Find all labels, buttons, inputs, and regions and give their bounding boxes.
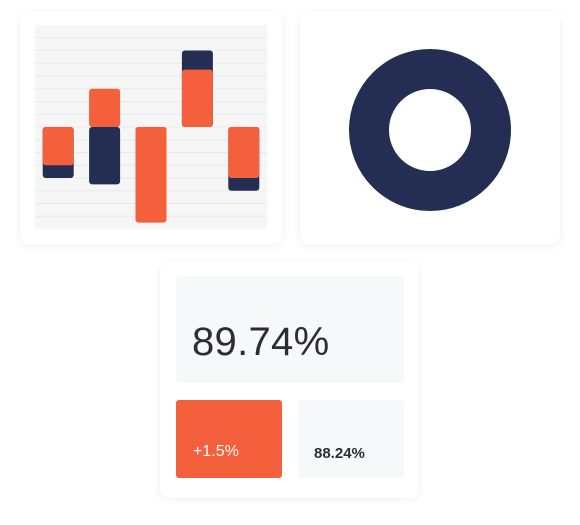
change-metric-tile: +1.5% xyxy=(176,400,282,478)
bar-mark-series-2-1 xyxy=(42,127,74,166)
change-metric-value: +1.5% xyxy=(193,443,239,460)
bar-mark-series-2-5 xyxy=(228,127,260,178)
bar-mark-series-1-2 xyxy=(89,127,121,185)
bar-mark-series-2-3 xyxy=(135,127,167,223)
bar-chart xyxy=(35,25,267,229)
donut-chart xyxy=(349,49,511,211)
bar-mark-series-2-4 xyxy=(181,69,213,127)
main-metric-value: 89.74% xyxy=(192,320,330,364)
donut-slice-1 xyxy=(349,49,511,211)
main-metric-panel: 89.74% xyxy=(176,276,404,383)
donut-chart-card xyxy=(300,12,560,244)
secondary-metric-tile: 88.24% xyxy=(298,400,404,478)
stats-card: 89.74% +1.5% 88.24% xyxy=(160,262,418,498)
secondary-metric-value: 88.24% xyxy=(314,445,365,462)
bar-chart-card xyxy=(20,12,282,244)
bar-mark-series-2-2 xyxy=(89,88,121,127)
